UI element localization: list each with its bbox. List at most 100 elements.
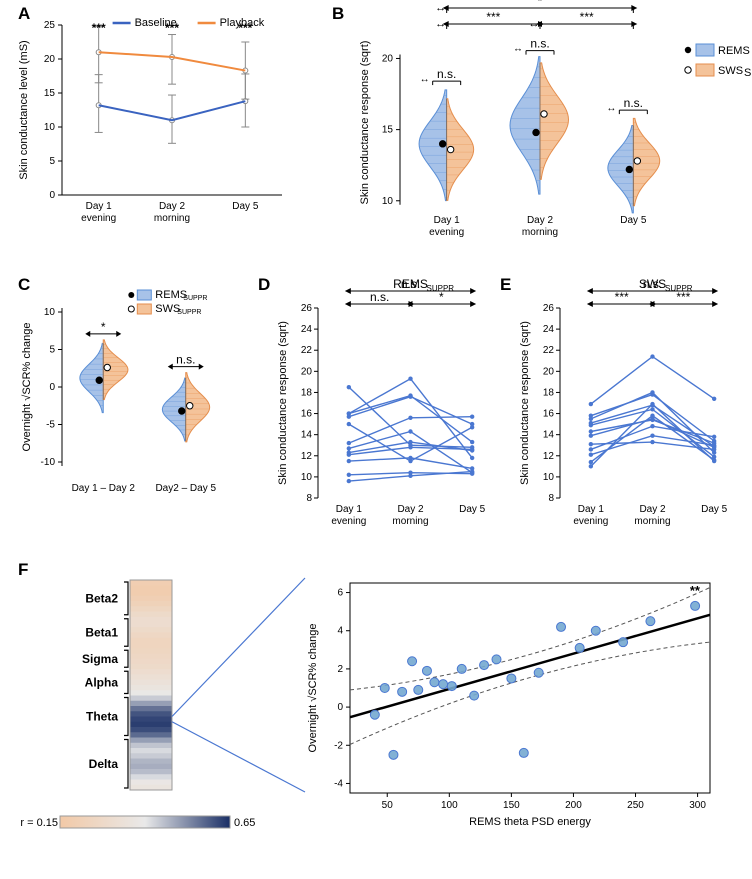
panel-b: 101520Skin conductance response (sqrt)Da… <box>350 6 750 249</box>
svg-text:Day 1 – Day 2: Day 1 – Day 2 <box>72 483 136 494</box>
svg-text:r = 0.15: r = 0.15 <box>20 817 58 829</box>
svg-text:20: 20 <box>543 366 555 377</box>
panel-f-scatter: 50100150200250300-4-20246REMS theta PSD … <box>300 578 740 846</box>
svg-text:10: 10 <box>44 122 56 133</box>
svg-text:Overnight √SCR% change: Overnight √SCR% change <box>21 323 33 452</box>
svg-text:Sigma: Sigma <box>82 652 118 666</box>
svg-text:Skin conductance response (sqr: Skin conductance response (sqrt) <box>277 321 289 485</box>
svg-text:Day 2: Day 2 <box>397 504 424 515</box>
svg-text:Day 1: Day 1 <box>578 504 605 515</box>
svg-text:***: *** <box>580 10 594 24</box>
svg-text:Day 2: Day 2 <box>159 201 186 212</box>
svg-text:Theta: Theta <box>86 710 118 724</box>
svg-text:***: *** <box>676 290 690 304</box>
svg-text:REMS: REMS <box>718 45 750 57</box>
svg-text:evening: evening <box>81 213 116 224</box>
svg-text:-4: -4 <box>334 778 343 789</box>
svg-text:0: 0 <box>49 382 55 393</box>
svg-text:SUPPR: SUPPR <box>744 67 752 79</box>
svg-text:14: 14 <box>301 430 313 441</box>
svg-text:12: 12 <box>301 451 313 462</box>
svg-text:10: 10 <box>44 307 56 318</box>
svg-text:morning: morning <box>522 227 558 238</box>
svg-text:5: 5 <box>49 345 55 356</box>
svg-text:Day 5: Day 5 <box>459 504 486 515</box>
svg-text:16: 16 <box>543 409 555 420</box>
svg-text:300: 300 <box>689 800 706 811</box>
svg-text:Day 1: Day 1 <box>336 504 363 515</box>
svg-text:evening: evening <box>573 516 608 527</box>
svg-text:20: 20 <box>44 54 56 65</box>
svg-text:Day 5: Day 5 <box>232 201 259 212</box>
svg-text:12: 12 <box>543 451 555 462</box>
svg-text:16: 16 <box>301 409 313 420</box>
svg-text:0.65: 0.65 <box>234 817 255 829</box>
svg-text:2: 2 <box>337 664 343 675</box>
svg-text:26: 26 <box>543 303 555 314</box>
svg-text:8: 8 <box>306 493 312 504</box>
panel-c: -10 -5 0 5 10 Overnight √SCR% change Day 1 – D… <box>12 285 247 508</box>
svg-text:25: 25 <box>44 20 56 31</box>
svg-text:20: 20 <box>382 53 394 64</box>
svg-text:200: 200 <box>565 800 582 811</box>
svg-text:***: *** <box>92 21 106 35</box>
svg-text:22: 22 <box>543 345 555 356</box>
svg-text:**: ** <box>690 583 701 598</box>
svg-text:SUPPR: SUPPR <box>183 295 207 302</box>
svg-text:-5: -5 <box>46 420 55 431</box>
svg-text:15: 15 <box>382 125 394 136</box>
svg-text:100: 100 <box>441 800 458 811</box>
svg-text:morning: morning <box>634 516 670 527</box>
svg-text:22: 22 <box>301 345 313 356</box>
svg-text:10: 10 <box>543 472 555 483</box>
svg-text:250: 250 <box>627 800 644 811</box>
svg-text:evening: evening <box>429 227 464 238</box>
svg-text:Overnight √SCR% change: Overnight √SCR% change <box>307 624 319 753</box>
svg-text:150: 150 <box>503 800 520 811</box>
svg-text:n.s.: n.s. <box>643 277 662 291</box>
svg-text:REMS theta PSD energy: REMS theta PSD energy <box>469 816 591 828</box>
svg-text:Day 2: Day 2 <box>639 504 666 515</box>
svg-text:Day 1: Day 1 <box>434 215 461 226</box>
svg-text:morning: morning <box>392 516 428 527</box>
svg-text:Beta2: Beta2 <box>85 591 118 605</box>
svg-text:10: 10 <box>301 472 313 483</box>
svg-text:n.s.: n.s. <box>624 96 643 110</box>
svg-text:n.s.: n.s. <box>437 67 456 81</box>
panel-d: 8101214161820222426Skin conductance resp… <box>268 278 523 526</box>
svg-text:5: 5 <box>49 156 55 167</box>
svg-text:SUPPR: SUPPR <box>177 309 201 316</box>
svg-text:0: 0 <box>49 190 55 201</box>
svg-text:24: 24 <box>301 324 313 335</box>
svg-text:18: 18 <box>301 387 313 398</box>
svg-text:REMS: REMS <box>155 289 187 301</box>
svg-text:*: * <box>538 0 543 8</box>
svg-text:Day 5: Day 5 <box>701 504 728 515</box>
svg-text:4: 4 <box>337 626 343 637</box>
svg-text:Skin conductance response (sqr: Skin conductance response (sqrt) <box>359 41 371 205</box>
svg-text:n.s.: n.s. <box>530 37 549 51</box>
svg-text:15: 15 <box>44 88 56 99</box>
svg-text:morning: morning <box>154 213 190 224</box>
svg-text:Baseline: Baseline <box>135 17 177 29</box>
svg-text:Skin conductance response (sqr: Skin conductance response (sqrt) <box>519 321 531 485</box>
svg-text:8: 8 <box>548 493 554 504</box>
svg-text:***: *** <box>615 290 629 304</box>
svg-text:18: 18 <box>543 387 555 398</box>
svg-text:Delta: Delta <box>89 757 119 771</box>
svg-text:-10: -10 <box>41 457 56 468</box>
svg-text:Day2 – Day 5: Day2 – Day 5 <box>155 483 216 494</box>
svg-text:Beta1: Beta1 <box>85 626 118 640</box>
svg-text:6: 6 <box>337 588 343 599</box>
svg-text:*: * <box>101 320 106 334</box>
svg-text:50: 50 <box>382 800 394 811</box>
svg-text:26: 26 <box>301 303 313 314</box>
svg-text:***: *** <box>486 10 500 24</box>
svg-text:↔: ↔ <box>606 103 616 114</box>
panel-e: 8101214161820222426Skin conductance resp… <box>510 278 752 526</box>
svg-text:SWS: SWS <box>718 65 743 77</box>
svg-text:n.s.: n.s. <box>401 277 420 291</box>
svg-text:24: 24 <box>543 324 555 335</box>
svg-text:Day 5: Day 5 <box>620 215 647 226</box>
panel-a: 0510152025Skin conductance level (mS)Day… <box>12 20 312 248</box>
